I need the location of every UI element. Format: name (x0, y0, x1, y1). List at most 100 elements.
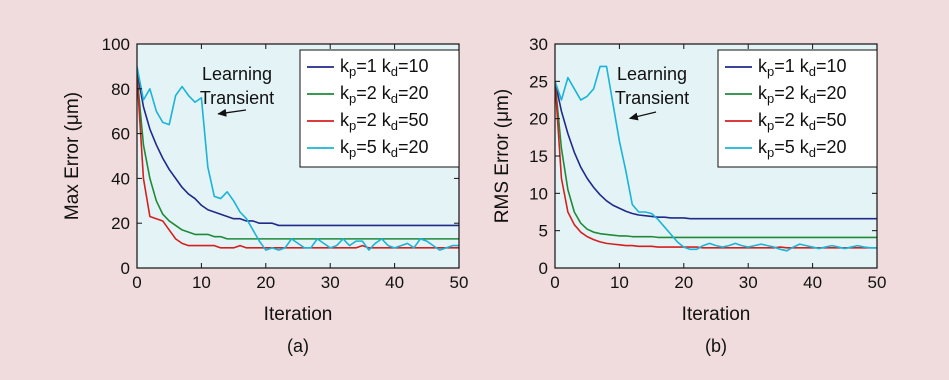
x-tick-label: 10 (192, 273, 211, 292)
y-tick-label: 30 (529, 35, 548, 54)
legend-text-part: p (349, 145, 356, 160)
y-tick-label: 100 (102, 35, 130, 54)
legend-text-part: = (356, 83, 367, 103)
y-tick-label: 60 (111, 125, 130, 144)
annotation-arrow (217, 108, 247, 117)
x-tick-label: 50 (868, 273, 887, 292)
legend-text-part: p (349, 91, 356, 106)
legend-text-part: p (767, 64, 774, 79)
legend-text-part: k (377, 110, 392, 130)
legend-text-part: p (349, 64, 356, 79)
legend-text-part: = (774, 110, 785, 130)
legend-text-part: k (340, 83, 350, 103)
x-tick-label: 50 (450, 273, 469, 292)
y-tick-label: 80 (111, 80, 130, 99)
legend-text-part: = (356, 110, 367, 130)
legend-text-part: k (758, 56, 768, 76)
legend-text-part: k (340, 56, 350, 76)
annotation-line-2: Transient (615, 88, 689, 108)
y-axis-label: RMS Error (μm) (492, 89, 513, 223)
legend-text-part: k (340, 137, 350, 157)
legend-entry-2: kp=2 kd=20 (758, 83, 847, 106)
legend-text-part: = (398, 56, 409, 76)
legend-text-part: d (391, 64, 398, 79)
y-tick-label: 0 (539, 259, 548, 278)
legend-text-part: k (795, 56, 810, 76)
legend-text-part: k (340, 110, 350, 130)
x-tick-label: 40 (803, 273, 822, 292)
y-tick-label: 5 (539, 222, 548, 241)
legend-text-part: 10 (827, 56, 847, 76)
legend-text-part: d (391, 91, 398, 106)
legend-text-part: = (816, 110, 827, 130)
legend-text-part: k (377, 56, 392, 76)
legend-text-part: k (758, 137, 768, 157)
x-axis-label: Iteration (264, 304, 333, 325)
legend-text-part: p (349, 118, 356, 133)
legend-text-part: k (758, 110, 768, 130)
x-tick-label: 0 (132, 273, 141, 292)
legend-text-part: 2 (785, 110, 795, 130)
legend-text-part: = (816, 56, 827, 76)
x-tick-label: 40 (385, 273, 404, 292)
legend-text-part: 20 (409, 83, 429, 103)
x-tick-label: 30 (739, 273, 758, 292)
legend-text-part: = (816, 137, 827, 157)
legend-text-part: d (391, 118, 398, 133)
legend-text-part: 50 (409, 110, 429, 130)
legend-text-part: p (767, 145, 774, 160)
annotation-arrow (628, 111, 657, 121)
legend-text-part: 20 (827, 137, 847, 157)
legend-text-part: = (356, 137, 367, 157)
series-line-4 (555, 65, 877, 252)
legend-text-part: 50 (827, 110, 847, 130)
y-tick-label: 20 (111, 214, 130, 233)
annotation-line-2: Transient (200, 88, 274, 108)
y-tick-label: 40 (111, 169, 130, 188)
legend-text-part: p (767, 91, 774, 106)
legend-text-part: d (391, 145, 398, 160)
legend-text-part: 1 (367, 56, 377, 76)
legend-text-part: p (767, 118, 774, 133)
y-tick-label: 10 (529, 184, 548, 203)
legend-text-part: 10 (409, 56, 429, 76)
y-tick-label: 25 (529, 72, 548, 91)
legend-text-part: 5 (367, 137, 377, 157)
series-line-2 (555, 81, 877, 239)
y-axis-label: Max Error (μm) (62, 92, 83, 220)
legend-text-part: 1 (785, 56, 795, 76)
legend-text-part: k (795, 137, 810, 157)
legend-text-part: = (398, 110, 409, 130)
panel-caption: (a) (287, 336, 309, 356)
x-tick-label: 10 (610, 273, 629, 292)
legend-text-part: k (795, 83, 810, 103)
x-tick-label: 30 (321, 273, 340, 292)
x-tick-label: 20 (256, 273, 275, 292)
series-line-4 (137, 66, 459, 251)
legend-text-part: k (377, 137, 392, 157)
legend-text-part: k (377, 83, 392, 103)
legend-text-part: 20 (409, 137, 429, 157)
legend-text-part: 20 (827, 83, 847, 103)
legend-entry-3: kp=2 kd=50 (758, 110, 847, 133)
series-line-3 (137, 75, 459, 249)
series-line-2 (137, 75, 459, 240)
legend-text-part: 2 (785, 83, 795, 103)
legend-text-part: k (795, 110, 810, 130)
x-tick-label: 20 (674, 273, 693, 292)
legend-text-part: 2 (367, 110, 377, 130)
legend-entry-2: kp=2 kd=20 (340, 83, 429, 106)
legend-text-part: k (758, 83, 768, 103)
series-line-1 (555, 81, 877, 220)
legend-text-part: = (356, 56, 367, 76)
x-tick-label: 0 (550, 273, 559, 292)
legend-entry-1: kp=1 kd=10 (758, 56, 847, 79)
legend-text-part: = (774, 56, 785, 76)
series-group (555, 65, 877, 252)
x-axis-label: Iteration (682, 304, 751, 325)
legend-text-part: = (774, 137, 785, 157)
